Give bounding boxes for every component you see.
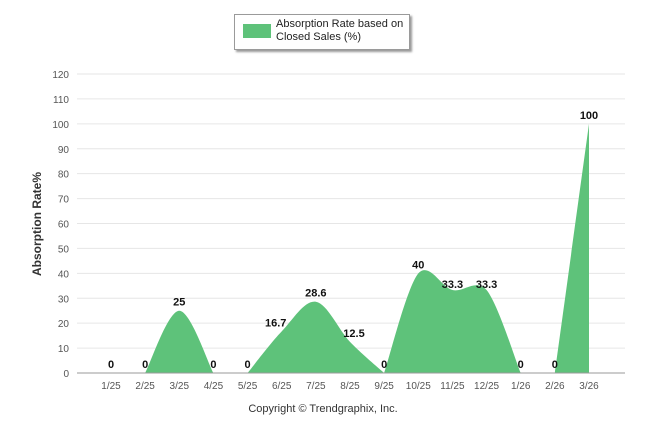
x-tick-label: 4/25: [204, 381, 224, 392]
legend-label: Absorption Rate based on Closed Sales (%…: [276, 18, 404, 43]
y-tick-label: 50: [58, 244, 70, 255]
data-label: 16.7: [265, 317, 286, 329]
data-label: 25: [173, 297, 185, 309]
x-tick-label: 1/25: [101, 381, 121, 392]
y-axis-title: Absorption Rate%: [30, 171, 44, 277]
series-area: [145, 310, 214, 373]
y-tick-label: 30: [58, 294, 70, 305]
chart-series: [145, 123, 589, 373]
y-tick-label: 10: [58, 344, 70, 355]
x-tick-label: 5/25: [238, 381, 258, 392]
x-tick-label: 10/25: [406, 381, 431, 392]
x-tick-label: 2/26: [545, 381, 565, 392]
y-tick-label: 120: [52, 70, 69, 81]
series-area: [384, 270, 521, 373]
data-label: 0: [142, 359, 148, 371]
series-area: [247, 301, 385, 373]
x-tick-label: 6/25: [272, 381, 292, 392]
y-tick-label: 60: [58, 220, 70, 231]
data-label: 0: [210, 359, 216, 371]
x-tick-label: 2/25: [135, 381, 155, 392]
x-tick-label: 8/25: [340, 381, 360, 392]
y-tick-label: 40: [58, 269, 70, 280]
x-tick-label: 11/25: [440, 381, 465, 392]
data-label: 0: [381, 359, 387, 371]
data-label: 0: [518, 359, 524, 371]
y-tick-label: 110: [53, 95, 69, 106]
data-label: 33.3: [476, 279, 497, 291]
x-tick-label: 3/25: [170, 381, 190, 392]
chart-legend: Absorption Rate based on Closed Sales (%…: [234, 14, 410, 50]
x-tick-label: 9/25: [374, 381, 394, 392]
data-label: 0: [245, 359, 251, 371]
y-tick-label: 80: [58, 170, 70, 181]
y-tick-label: 20: [58, 319, 70, 330]
chart-data-labels: 0 0 25 0 0 16.7 28.6 12.5 0 40 33.3 33.3 0 0 100: [108, 110, 598, 371]
data-label: 33.3: [442, 279, 463, 291]
data-label: 0: [552, 359, 558, 371]
x-tick-label: 12/25: [474, 381, 499, 392]
legend-swatch: [243, 24, 271, 38]
chart-axes: 0 10 20 30 40 50 60 70 80 90 100 110 120 1/25 2/25 3/25…: [52, 70, 625, 392]
data-label: 0: [108, 359, 114, 371]
data-label: 28.6: [305, 288, 326, 300]
data-label: 40: [412, 259, 424, 271]
y-tick-label: 70: [58, 195, 70, 206]
y-tick-label: 100: [52, 120, 69, 131]
data-label: 12.5: [343, 328, 364, 340]
copyright-footer: Copyright © Trendgraphix, Inc.: [248, 403, 398, 415]
x-tick-label: 1/26: [511, 381, 531, 392]
series-area: [554, 123, 589, 373]
y-tick-label: 90: [58, 145, 70, 156]
y-tick-label: 0: [63, 369, 69, 380]
data-label: 100: [580, 110, 598, 122]
x-tick-label: 7/25: [306, 381, 326, 392]
x-tick-label: 3/26: [579, 381, 599, 392]
